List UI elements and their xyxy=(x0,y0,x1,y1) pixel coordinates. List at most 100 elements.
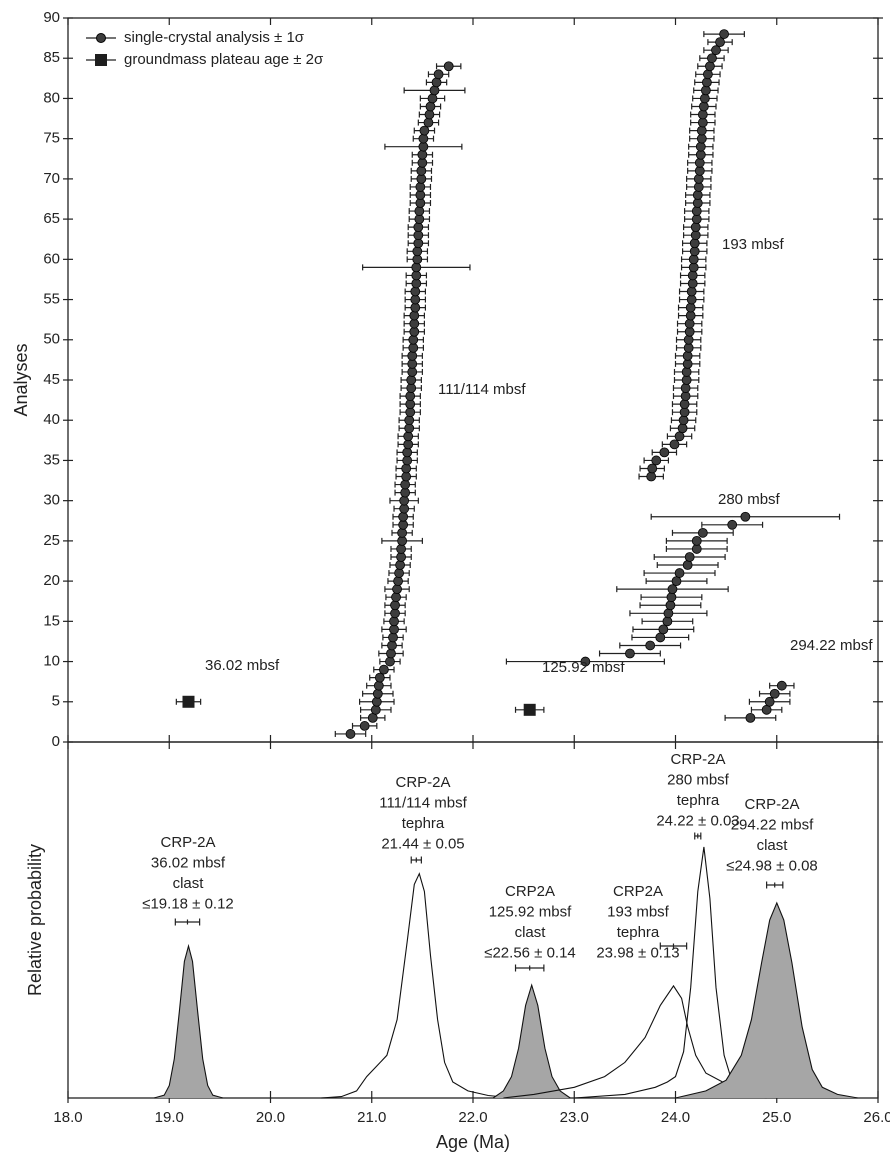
point xyxy=(764,696,775,707)
point xyxy=(393,576,403,587)
curve-label: clast xyxy=(515,924,547,941)
point xyxy=(678,415,689,426)
point xyxy=(745,712,756,723)
y-tick-label: 20 xyxy=(43,572,60,589)
x-tick-label: 18.0 xyxy=(53,1109,82,1126)
point xyxy=(401,463,412,474)
point xyxy=(690,222,701,233)
point xyxy=(405,391,416,401)
point xyxy=(386,648,396,659)
point xyxy=(182,695,195,708)
point xyxy=(443,61,454,72)
group-label: 193 mbsf xyxy=(722,236,785,253)
point xyxy=(397,527,408,538)
point xyxy=(398,511,409,522)
point xyxy=(394,568,404,578)
point xyxy=(412,246,423,257)
y-tick-label: 90 xyxy=(43,9,60,26)
point xyxy=(700,85,711,96)
point xyxy=(701,77,712,88)
point xyxy=(407,350,418,361)
point xyxy=(411,262,422,273)
point xyxy=(667,584,678,595)
x-tick-label: 24.0 xyxy=(661,1109,690,1126)
point xyxy=(374,672,385,683)
density-curve xyxy=(675,901,858,1099)
point xyxy=(392,584,402,595)
density-curve xyxy=(321,872,514,1099)
point xyxy=(776,680,787,691)
point xyxy=(431,77,442,88)
legend-label: groundmass plateau age ± 2σ xyxy=(124,51,324,68)
point xyxy=(715,37,725,48)
point xyxy=(391,592,401,603)
point xyxy=(659,447,670,458)
point xyxy=(679,399,690,410)
point xyxy=(694,157,705,168)
y-tick-label: 75 xyxy=(43,130,60,147)
y-tick-label: 25 xyxy=(43,532,60,549)
point xyxy=(417,149,428,160)
density-curve xyxy=(153,943,224,1099)
x-tick-label: 21.0 xyxy=(357,1109,386,1126)
y-tick-label: 60 xyxy=(43,250,60,267)
point xyxy=(400,479,411,490)
point xyxy=(665,600,676,611)
point xyxy=(418,133,429,144)
curve-label: ≤22.56 ± 0.14 xyxy=(484,944,576,961)
point xyxy=(697,527,708,538)
point xyxy=(685,302,696,313)
point xyxy=(686,286,697,297)
point xyxy=(658,624,669,635)
point xyxy=(711,45,721,56)
y-tick-label: 80 xyxy=(43,89,60,106)
point xyxy=(681,367,692,377)
point xyxy=(727,519,738,530)
point xyxy=(523,703,536,716)
group-label: 280 mbsf xyxy=(718,491,781,508)
y-tick-label: 0 xyxy=(52,733,60,750)
curve-label: ≤24.98 ± 0.08 xyxy=(726,857,818,874)
point xyxy=(427,93,438,104)
point xyxy=(663,608,674,619)
point xyxy=(703,69,713,80)
point xyxy=(424,109,435,120)
y-tick-label: 55 xyxy=(43,291,60,308)
x-tick-label: 20.0 xyxy=(256,1109,285,1126)
curve-label: 280 mbsf xyxy=(667,771,730,788)
point xyxy=(769,688,780,699)
point xyxy=(669,439,680,450)
point xyxy=(691,206,702,216)
point xyxy=(719,29,729,39)
curve-label: clast xyxy=(757,837,789,854)
point xyxy=(625,648,635,659)
density-curve xyxy=(492,983,571,1099)
curve-label: 193 mbsf xyxy=(607,903,670,920)
point xyxy=(651,455,662,466)
legend-marker xyxy=(96,33,106,43)
curve-label: CRP-2A xyxy=(160,834,215,851)
point xyxy=(415,182,426,192)
group-label: 111/114 mbsf xyxy=(438,381,526,398)
point xyxy=(425,101,436,112)
y-axis-title: Analyses xyxy=(11,343,31,416)
point xyxy=(408,334,419,345)
point xyxy=(699,93,710,104)
curve-label: 125.92 mbsf xyxy=(489,903,572,920)
x-tick-label: 23.0 xyxy=(560,1109,589,1126)
point xyxy=(402,447,413,458)
point xyxy=(399,495,410,506)
y-tick-label: 30 xyxy=(43,492,60,509)
curve-label: CRP-2A xyxy=(744,796,799,813)
point xyxy=(697,109,708,120)
point xyxy=(378,664,389,675)
y-tick-label: 5 xyxy=(52,693,60,710)
point xyxy=(580,656,591,667)
point xyxy=(684,318,695,329)
point xyxy=(692,190,703,200)
point xyxy=(682,350,693,361)
point xyxy=(388,632,398,643)
x-axis-title: Age (Ma) xyxy=(436,1132,510,1152)
group-label: 36.02 mbsf xyxy=(205,657,280,674)
y-tick-label: 35 xyxy=(43,451,60,468)
